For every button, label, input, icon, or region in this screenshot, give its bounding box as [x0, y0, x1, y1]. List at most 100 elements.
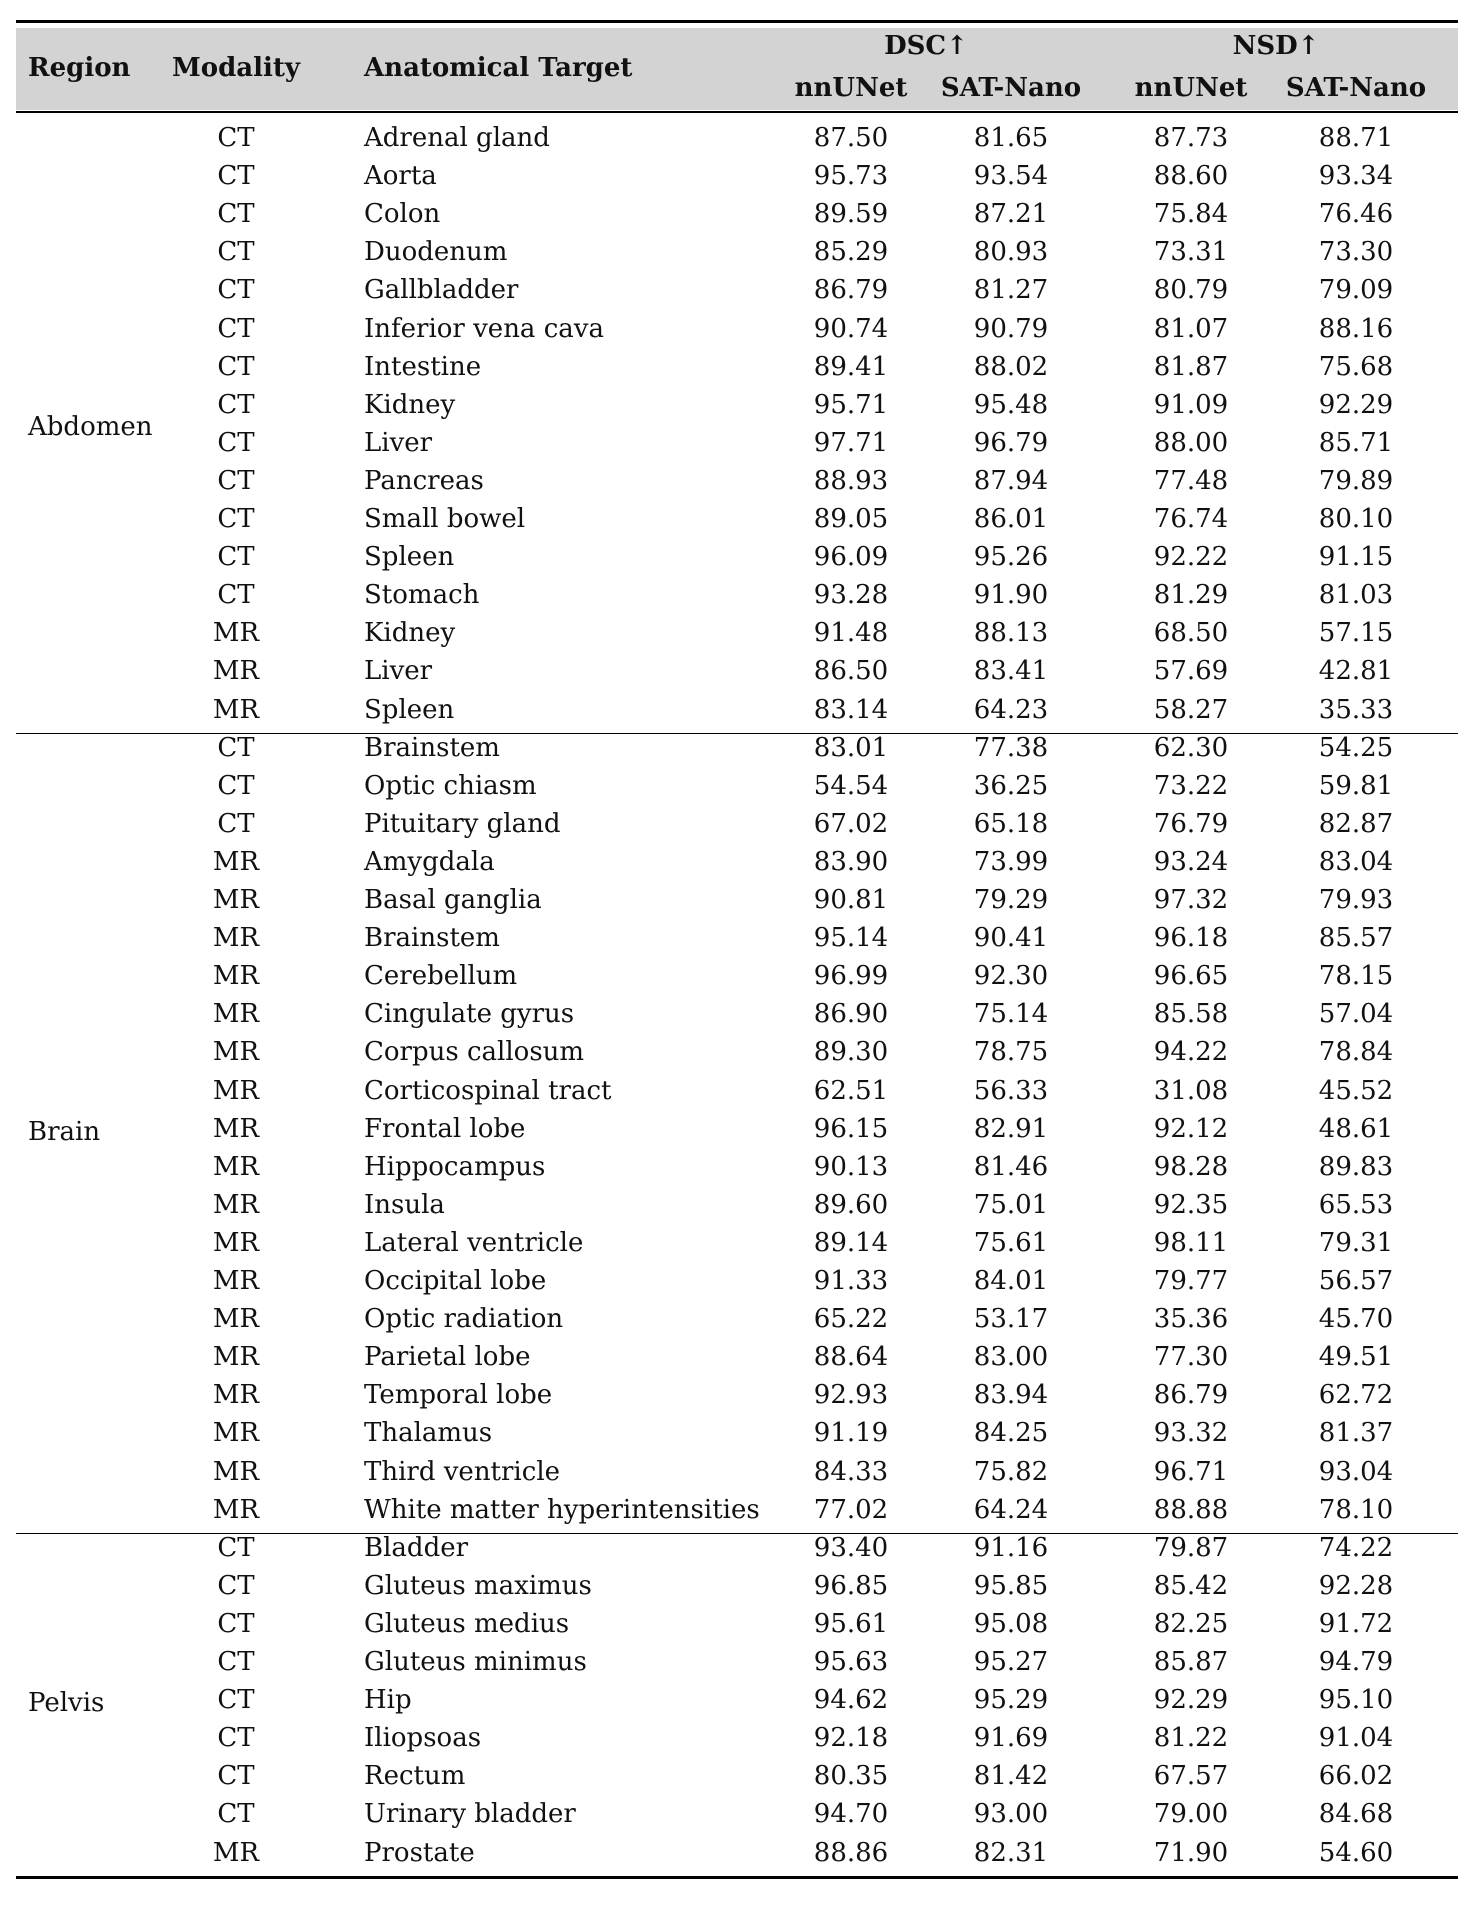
- target-cell: Duodenum: [364, 237, 508, 268]
- nsd-satnano-cell: 62.72: [1318, 1380, 1394, 1411]
- nsd-nnunet-cell: 96.65: [1153, 961, 1229, 992]
- nsd-satnano-cell: 78.10: [1318, 1494, 1394, 1525]
- modality-cell: CT: [217, 313, 255, 344]
- nsd-satnano-cell: 75.68: [1318, 351, 1394, 382]
- modality-cell: MR: [212, 885, 260, 915]
- modality-cell: CT: [217, 161, 255, 192]
- dsc-nnunet-cell: 93.28: [813, 580, 889, 611]
- nsd-satnano-cell: 91.72: [1318, 1608, 1394, 1639]
- dsc-satnano-cell: 90.79: [973, 313, 1049, 344]
- target-cell: Optic chiasm: [364, 770, 537, 801]
- nsd-satnano-cell: 91.15: [1318, 542, 1394, 573]
- nsd-nnunet-cell: 73.31: [1153, 237, 1229, 268]
- target-cell: White matter hyperintensities: [364, 1494, 760, 1525]
- nsd-nnunet-cell: 73.22: [1153, 770, 1229, 801]
- nsd-satnano-cell: 95.10: [1318, 1685, 1394, 1716]
- nsd-nnunet-cell: 76.79: [1153, 808, 1229, 839]
- dsc-satnano-cell: 36.25: [973, 770, 1049, 801]
- target-cell: Hip: [364, 1685, 412, 1716]
- nsd-satnano-cell: 42.81: [1318, 656, 1394, 687]
- nsd-satnano-cell: 79.09: [1318, 275, 1394, 306]
- dsc-satnano-cell: 95.29: [973, 1685, 1049, 1716]
- target-cell: Brainstem: [364, 732, 500, 763]
- nsd-nnunet-cell: 85.87: [1153, 1647, 1229, 1677]
- nsd-satnano-cell: 78.84: [1318, 1037, 1394, 1068]
- target-cell: Cerebellum: [364, 961, 518, 992]
- modality-cell: CT: [217, 123, 255, 153]
- dsc-nnunet-cell: 88.93: [813, 465, 889, 496]
- nsd-satnano-cell: 94.79: [1318, 1647, 1394, 1677]
- dsc-nnunet-cell: 94.70: [813, 1799, 889, 1830]
- nsd-satnano-cell: 88.71: [1318, 123, 1394, 153]
- nsd-nnunet-cell: 77.30: [1153, 1342, 1229, 1373]
- modality-cell: CT: [217, 1608, 255, 1639]
- modality-cell: MR: [212, 1113, 260, 1144]
- nsd-nnunet-cell: 76.74: [1153, 504, 1229, 534]
- dsc-nnunet-cell: 83.90: [813, 846, 889, 877]
- dsc-satnano-cell: 90.41: [973, 923, 1049, 954]
- target-cell: Iliopsoas: [364, 1723, 482, 1754]
- nsd-satnano-cell: 83.04: [1318, 846, 1394, 877]
- nsd-nnunet-cell: 57.69: [1153, 656, 1229, 687]
- modality-cell: MR: [212, 1342, 260, 1373]
- header-modality: Modality: [171, 53, 301, 83]
- modality-cell: CT: [217, 580, 255, 611]
- target-cell: Corticospinal tract: [364, 1075, 612, 1106]
- nsd-nnunet-cell: 62.30: [1153, 732, 1229, 763]
- modality-cell: MR: [212, 656, 260, 687]
- target-cell: Colon: [364, 199, 441, 230]
- bottom-rule: [16, 1875, 1458, 1879]
- dsc-nnunet-cell: 89.41: [813, 351, 889, 382]
- dsc-satnano-cell: 83.00: [973, 1342, 1049, 1373]
- dsc-nnunet-cell: 87.50: [813, 123, 889, 153]
- modality-cell: CT: [217, 237, 255, 268]
- dsc-satnano-cell: 96.79: [973, 427, 1049, 458]
- nsd-nnunet-cell: 94.22: [1153, 1037, 1229, 1068]
- dsc-satnano-cell: 91.90: [973, 580, 1049, 611]
- dsc-satnano-cell: 83.41: [973, 656, 1049, 687]
- dsc-satnano-cell: 95.27: [973, 1647, 1049, 1677]
- target-cell: Spleen: [364, 694, 455, 725]
- nsd-satnano-cell: 54.25: [1318, 732, 1394, 763]
- target-cell: Basal ganglia: [364, 885, 542, 915]
- dsc-nnunet-cell: 91.48: [813, 618, 889, 649]
- nsd-nnunet-cell: 92.22: [1153, 542, 1229, 573]
- modality-cell: MR: [212, 846, 260, 877]
- nsd-satnano-cell: 65.53: [1318, 1189, 1394, 1220]
- nsd-satnano-cell: 56.57: [1318, 1266, 1394, 1296]
- nsd-satnano-cell: 48.61: [1318, 1113, 1394, 1144]
- target-cell: Intestine: [364, 351, 482, 382]
- nsd-nnunet-cell: 67.57: [1153, 1761, 1229, 1792]
- nsd-nnunet-cell: 81.22: [1153, 1723, 1229, 1754]
- target-cell: Hippocampus: [364, 1151, 546, 1182]
- dsc-nnunet-cell: 86.90: [813, 999, 889, 1030]
- modality-cell: MR: [212, 1304, 260, 1335]
- nsd-nnunet-cell: 31.08: [1153, 1075, 1229, 1106]
- dsc-satnano-cell: 88.02: [973, 351, 1049, 382]
- nsd-satnano-cell: 57.04: [1318, 999, 1394, 1030]
- nsd-nnunet-cell: 88.60: [1153, 161, 1229, 192]
- dsc-nnunet-cell: 89.14: [813, 1227, 889, 1258]
- dsc-nnunet-cell: 91.19: [813, 1418, 889, 1449]
- nsd-satnano-cell: 59.81: [1318, 770, 1394, 801]
- nsd-nnunet-cell: 88.88: [1153, 1494, 1229, 1525]
- nsd-nnunet-cell: 75.84: [1153, 199, 1229, 230]
- nsd-satnano-cell: 85.71: [1318, 427, 1394, 458]
- nsd-satnano-cell: 92.29: [1318, 389, 1394, 420]
- dsc-nnunet-cell: 95.14: [813, 923, 889, 954]
- nsd-satnano-cell: 81.37: [1318, 1418, 1394, 1449]
- nsd-satnano-cell: 92.28: [1318, 1570, 1394, 1601]
- modality-cell: MR: [212, 1418, 260, 1449]
- modality-cell: CT: [217, 770, 255, 801]
- modality-cell: MR: [212, 961, 260, 992]
- nsd-nnunet-cell: 35.36: [1153, 1304, 1229, 1335]
- target-cell: Adrenal gland: [364, 123, 550, 153]
- target-cell: Liver: [364, 427, 433, 458]
- modality-cell: CT: [217, 389, 255, 420]
- nsd-nnunet-cell: 81.07: [1153, 313, 1229, 344]
- header-nsd-nnunet: nnUNet: [1134, 73, 1248, 103]
- nsd-nnunet-cell: 82.25: [1153, 1608, 1229, 1639]
- target-cell: Kidney: [364, 389, 456, 420]
- nsd-nnunet-cell: 98.11: [1153, 1227, 1229, 1258]
- dsc-nnunet-cell: 92.93: [813, 1380, 889, 1411]
